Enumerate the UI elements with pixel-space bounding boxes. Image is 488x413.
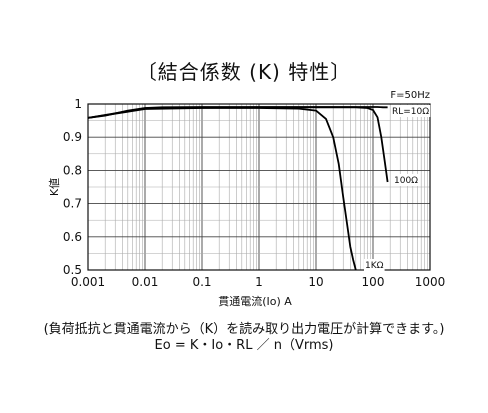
series-label: RL=10Ω <box>392 107 429 117</box>
series-label: 100Ω <box>394 176 418 186</box>
axis-labels: 0.001 0.01 0.1 1 10 100 1000 0.5 0.6 0.7 0.8 0.9 1 貫通… <box>48 90 445 308</box>
x-tick-label: 0.001 <box>71 275 105 289</box>
x-axis-label: 貫通電流(Io) A <box>218 294 292 308</box>
chart-title: 〔結合係数 (K) 特性〕 <box>136 60 352 84</box>
series-label-bg <box>391 105 431 117</box>
y-tick-label: 0.8 <box>63 163 82 177</box>
y-tick-label: 0.9 <box>63 130 82 144</box>
y-tick-label: 0.6 <box>63 230 82 244</box>
x-tick-label: 0.01 <box>132 275 159 289</box>
footnote-line2: Eo = K・Io・RL ／ n（Vrms) <box>154 338 334 353</box>
x-tick-label: 100 <box>362 275 385 289</box>
plot-frame <box>87 103 431 271</box>
x-tick-label: 1 <box>255 275 263 289</box>
series-label-bg <box>393 174 420 186</box>
x-tick-label: 1000 <box>415 275 446 289</box>
grid-lines <box>87 103 430 271</box>
axes <box>87 103 431 271</box>
footnote-line1: (負荷抵抗と貫通電流から（K）を読み取り出力電圧が計算できます。) <box>43 322 445 337</box>
x-tick-label: 10 <box>308 275 323 289</box>
y-axis-label: K値 <box>48 178 61 196</box>
x-tick-label: 0.1 <box>192 275 211 289</box>
series-group: RL=10Ω 100Ω 1KΩ <box>87 105 431 271</box>
y-tick-label: 1 <box>74 97 82 111</box>
series-label: 1KΩ <box>365 261 384 271</box>
y-tick-label: 0.5 <box>63 263 82 277</box>
condition-label: F=50Hz <box>390 90 430 101</box>
series-label-bg <box>364 259 385 271</box>
series-line <box>87 107 357 271</box>
y-tick-label: 0.7 <box>63 197 82 211</box>
